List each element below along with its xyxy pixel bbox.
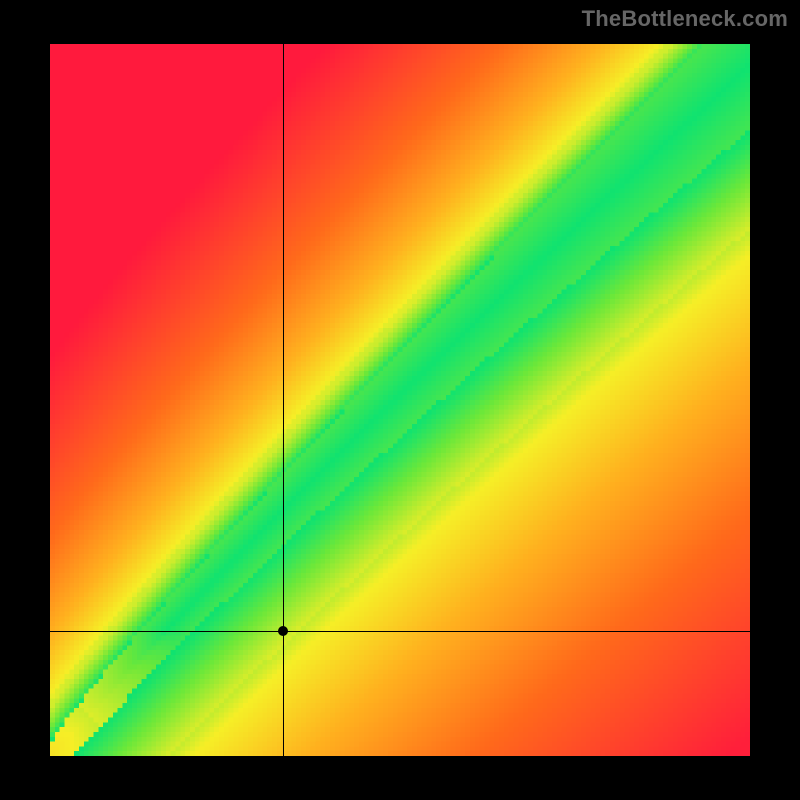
crosshair-vertical bbox=[283, 44, 284, 756]
plot-area bbox=[50, 44, 750, 756]
watermark-text: TheBottleneck.com bbox=[582, 6, 788, 32]
heatmap-canvas bbox=[50, 44, 750, 756]
crosshair-horizontal bbox=[50, 631, 750, 632]
chart-container: TheBottleneck.com bbox=[0, 0, 800, 800]
